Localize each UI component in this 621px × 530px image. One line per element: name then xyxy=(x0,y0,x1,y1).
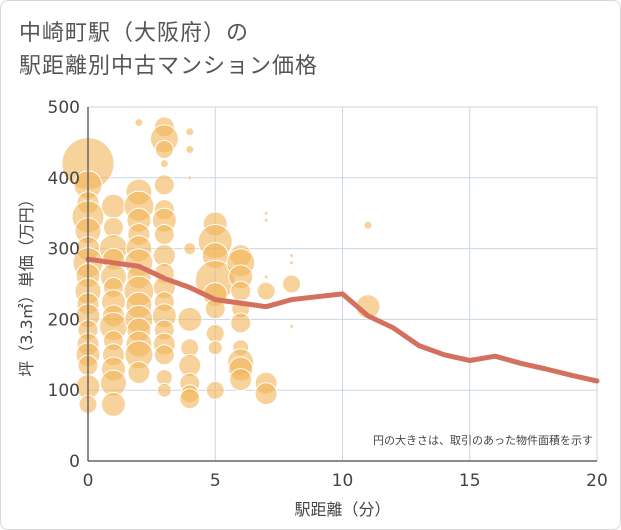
bubble-point xyxy=(184,243,196,255)
x-tick-label: 5 xyxy=(210,471,221,491)
x-axis-label: 駅距離（分） xyxy=(294,500,390,519)
bubble-point xyxy=(180,389,200,409)
bubble-point xyxy=(208,341,222,355)
bubble-point xyxy=(206,381,224,399)
bubble-point xyxy=(128,362,150,384)
bubble-point xyxy=(264,275,268,279)
y-tick-label: 0 xyxy=(69,452,80,472)
bubble-point xyxy=(178,307,202,331)
y-tick-label: 300 xyxy=(48,240,80,260)
bubble-point xyxy=(160,160,168,168)
bubble-point xyxy=(155,140,173,158)
x-tick-label: 20 xyxy=(586,471,608,491)
bubble-point xyxy=(290,324,294,328)
y-tick-label: 400 xyxy=(48,169,80,189)
y-axis-label: 坪（3.3㎡）単価（万円） xyxy=(17,191,36,376)
bubble-point xyxy=(230,369,252,391)
x-tick-label: 15 xyxy=(459,471,481,491)
bubble-point xyxy=(154,345,174,365)
bubble-point xyxy=(154,224,174,244)
bubble-point xyxy=(135,119,143,127)
x-tick-label: 10 xyxy=(332,471,354,491)
bubble-point xyxy=(186,128,194,136)
bubble-point xyxy=(101,392,125,416)
bubble-point xyxy=(283,275,301,293)
bubble-point xyxy=(255,383,277,405)
bubble-point xyxy=(290,261,294,265)
bubble-point xyxy=(157,383,171,397)
bubble-point xyxy=(231,313,251,333)
bubble-point xyxy=(188,176,192,180)
bubble-point xyxy=(101,194,125,218)
bubble-point xyxy=(154,175,174,195)
bubble-size-note: 円の大きさは、取引のあった物件面積を示す xyxy=(373,433,593,447)
bubble-point xyxy=(364,221,372,229)
bubble-layer xyxy=(62,117,380,417)
x-tick-label: 0 xyxy=(83,471,94,491)
bubble-point xyxy=(186,145,194,153)
bubble-point xyxy=(290,254,294,258)
y-tick-label: 200 xyxy=(48,310,80,330)
y-tick-label: 100 xyxy=(48,381,80,401)
y-tick-label: 500 xyxy=(48,98,80,118)
bubble-point xyxy=(257,282,275,300)
bubble-point xyxy=(206,325,224,343)
bubble-point xyxy=(264,218,268,222)
bubble-point xyxy=(264,211,268,215)
bubble-point xyxy=(231,281,251,301)
